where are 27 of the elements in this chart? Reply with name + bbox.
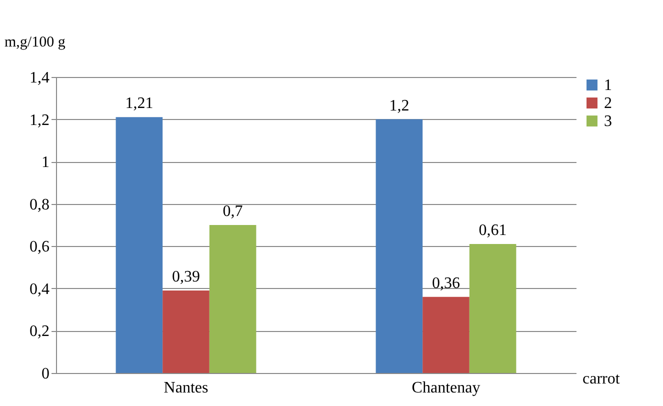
bar (209, 225, 256, 373)
data-label: 0,36 (432, 274, 460, 292)
bar (162, 290, 210, 373)
data-label: 1,21 (125, 95, 154, 112)
y-axis-title: m,g/100 g (4, 34, 66, 50)
bar (422, 296, 470, 373)
legend-label: 2 (604, 95, 612, 112)
y-tick-label: 1 (42, 154, 50, 172)
y-tick-label: 0,2 (30, 323, 50, 340)
bar (116, 117, 163, 373)
x-axis-title: carrot (582, 370, 620, 388)
bar (376, 119, 423, 373)
y-tick-label: 0,8 (30, 196, 50, 214)
data-label: 0,7 (222, 203, 243, 220)
data-label: 0,61 (478, 222, 507, 240)
legend-label: 1 (604, 77, 612, 94)
x-tick-label: Chantenay (412, 380, 480, 396)
legend-label: 3 (604, 113, 612, 130)
bar (469, 244, 516, 373)
y-tick-label: 0,6 (30, 238, 50, 256)
x-tick-label: Nantes (164, 380, 208, 396)
y-tick-label: 1,2 (30, 112, 50, 129)
y-tick-label: 0,4 (30, 280, 50, 298)
y-tick-label: 1,4 (30, 70, 50, 86)
data-label: 0,39 (172, 268, 200, 286)
data-label: 1,2 (389, 97, 410, 114)
y-tick-label: 0 (42, 366, 50, 382)
